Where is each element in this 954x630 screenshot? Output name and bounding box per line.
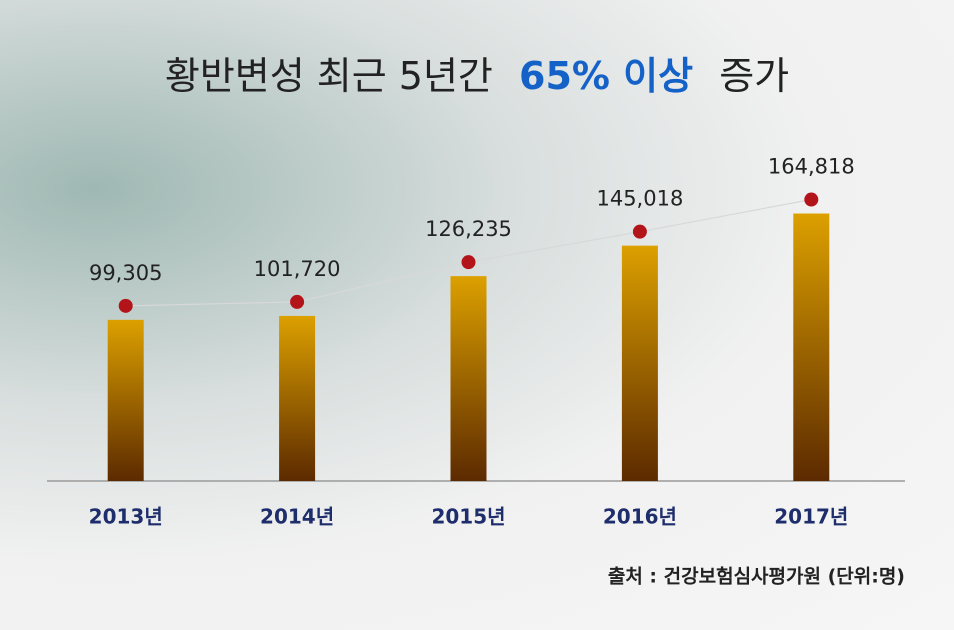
dot [804,192,819,207]
title-main: 황반변성 최근 5년간 [165,54,493,98]
x-tick-label: 2014년 [260,505,334,529]
bar [279,315,316,481]
title-highlight: 65% 이상 [519,54,693,98]
dot [118,298,133,313]
value-label: 164,818 [768,155,855,179]
source: 출처 : 건강보험심사평가원 (단위:명) [608,566,905,588]
value-label: 101,720 [254,257,341,281]
title-end: 증가 [719,54,789,98]
dot [461,255,476,270]
bar [793,213,830,481]
dot [290,294,305,309]
x-tick-label: 2016년 [603,505,677,529]
x-tick-label: 2017년 [774,505,848,529]
value-label: 145,018 [596,187,683,211]
value-label: 99,305 [89,261,162,285]
dot [632,224,647,239]
bar [107,319,144,481]
bar [621,245,658,481]
x-tick-label: 2013년 [89,505,163,529]
bar [450,276,487,481]
chart-title: 황반변성 최근 5년간 65% 이상 증가 [165,54,789,98]
x-tick-label: 2015년 [431,505,505,529]
value-label: 126,235 [425,217,512,241]
